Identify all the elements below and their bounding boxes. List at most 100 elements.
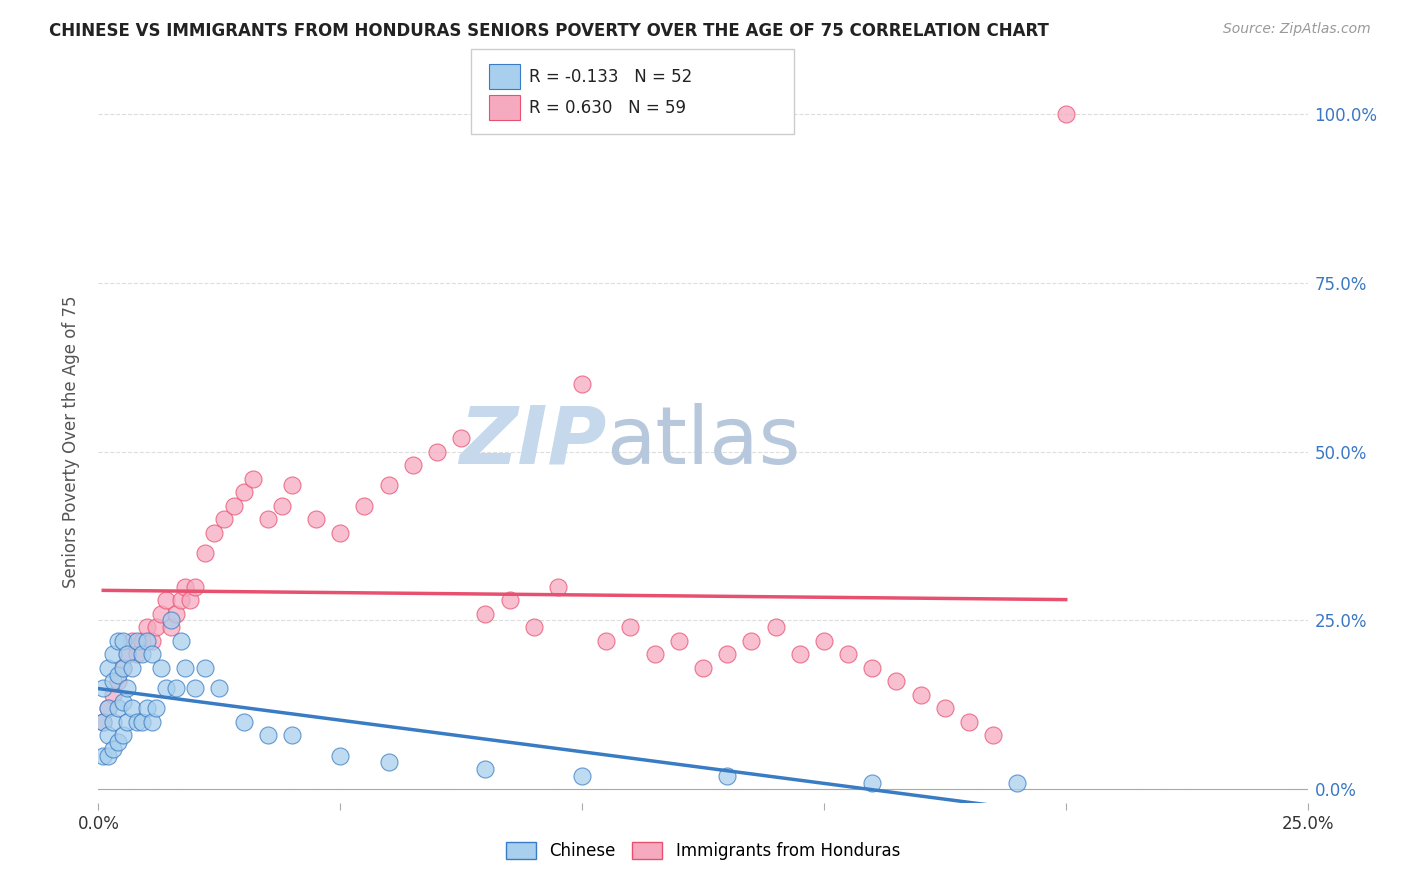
Point	[232, 485, 254, 500]
Point	[957, 714, 980, 729]
Point	[150, 607, 173, 621]
Point	[111, 661, 134, 675]
Point	[184, 580, 207, 594]
Legend: Chinese, Immigrants from Honduras: Chinese, Immigrants from Honduras	[499, 835, 907, 867]
Point	[194, 661, 217, 675]
Point	[547, 580, 569, 594]
Point	[131, 714, 153, 729]
Point	[179, 593, 201, 607]
Point	[131, 633, 153, 648]
Point	[208, 681, 231, 695]
Point	[121, 701, 143, 715]
Point	[141, 633, 163, 648]
Point	[910, 688, 932, 702]
Point	[450, 431, 472, 445]
Point	[1007, 775, 1029, 789]
Text: R = 0.630   N = 59: R = 0.630 N = 59	[529, 99, 686, 117]
Point	[150, 661, 173, 675]
Point	[145, 701, 167, 715]
Point	[837, 647, 859, 661]
Point	[91, 714, 114, 729]
Point	[91, 714, 114, 729]
Point	[127, 647, 149, 661]
Point	[117, 647, 139, 661]
Point	[571, 769, 593, 783]
Point	[107, 667, 129, 681]
Point	[789, 647, 811, 661]
Point	[595, 633, 617, 648]
Point	[305, 512, 328, 526]
Point	[523, 620, 546, 634]
Point	[97, 701, 120, 715]
Point	[97, 701, 120, 715]
Point	[860, 661, 883, 675]
Point	[934, 701, 956, 715]
Point	[101, 688, 124, 702]
Point	[107, 735, 129, 749]
Point	[101, 647, 124, 661]
Point	[155, 593, 177, 607]
Point	[141, 647, 163, 661]
Text: atlas: atlas	[606, 402, 800, 481]
Point	[117, 647, 139, 661]
Text: R = -0.133   N = 52: R = -0.133 N = 52	[529, 68, 692, 86]
Point	[135, 620, 157, 634]
Point	[377, 756, 399, 770]
Point	[160, 620, 183, 634]
Point	[474, 607, 496, 621]
Point	[644, 647, 666, 661]
Text: CHINESE VS IMMIGRANTS FROM HONDURAS SENIORS POVERTY OVER THE AGE OF 75 CORRELATI: CHINESE VS IMMIGRANTS FROM HONDURAS SENI…	[49, 22, 1049, 40]
Point	[886, 674, 908, 689]
Point	[127, 633, 149, 648]
Point	[765, 620, 787, 634]
Point	[111, 633, 134, 648]
Point	[117, 714, 139, 729]
Point	[716, 647, 738, 661]
Point	[165, 681, 187, 695]
Point	[135, 633, 157, 648]
Point	[194, 546, 217, 560]
Point	[668, 633, 690, 648]
Point	[141, 714, 163, 729]
Point	[242, 472, 264, 486]
Point	[256, 728, 278, 742]
Point	[716, 769, 738, 783]
Point	[127, 714, 149, 729]
Point	[571, 377, 593, 392]
Point	[402, 458, 425, 472]
Point	[377, 478, 399, 492]
Point	[111, 728, 134, 742]
Point	[174, 661, 197, 675]
Point	[329, 748, 352, 763]
Point	[271, 499, 294, 513]
Point	[107, 674, 129, 689]
Point	[107, 701, 129, 715]
Point	[97, 748, 120, 763]
Point	[813, 633, 835, 648]
Point	[165, 607, 187, 621]
Point	[353, 499, 375, 513]
Point	[256, 512, 278, 526]
Point	[281, 728, 304, 742]
Point	[169, 593, 191, 607]
Point	[121, 633, 143, 648]
Point	[426, 444, 449, 458]
Point	[1054, 107, 1077, 121]
Point	[281, 478, 304, 492]
Point	[981, 728, 1004, 742]
Point	[222, 499, 245, 513]
Point	[232, 714, 254, 729]
Point	[111, 661, 134, 675]
Point	[212, 512, 235, 526]
Point	[135, 701, 157, 715]
Text: ZIP: ZIP	[458, 402, 606, 481]
Point	[145, 620, 167, 634]
Point	[101, 714, 124, 729]
Text: Source: ZipAtlas.com: Source: ZipAtlas.com	[1223, 22, 1371, 37]
Point	[860, 775, 883, 789]
Point	[329, 525, 352, 540]
Point	[97, 728, 120, 742]
Point	[117, 681, 139, 695]
Point	[131, 647, 153, 661]
Point	[101, 741, 124, 756]
